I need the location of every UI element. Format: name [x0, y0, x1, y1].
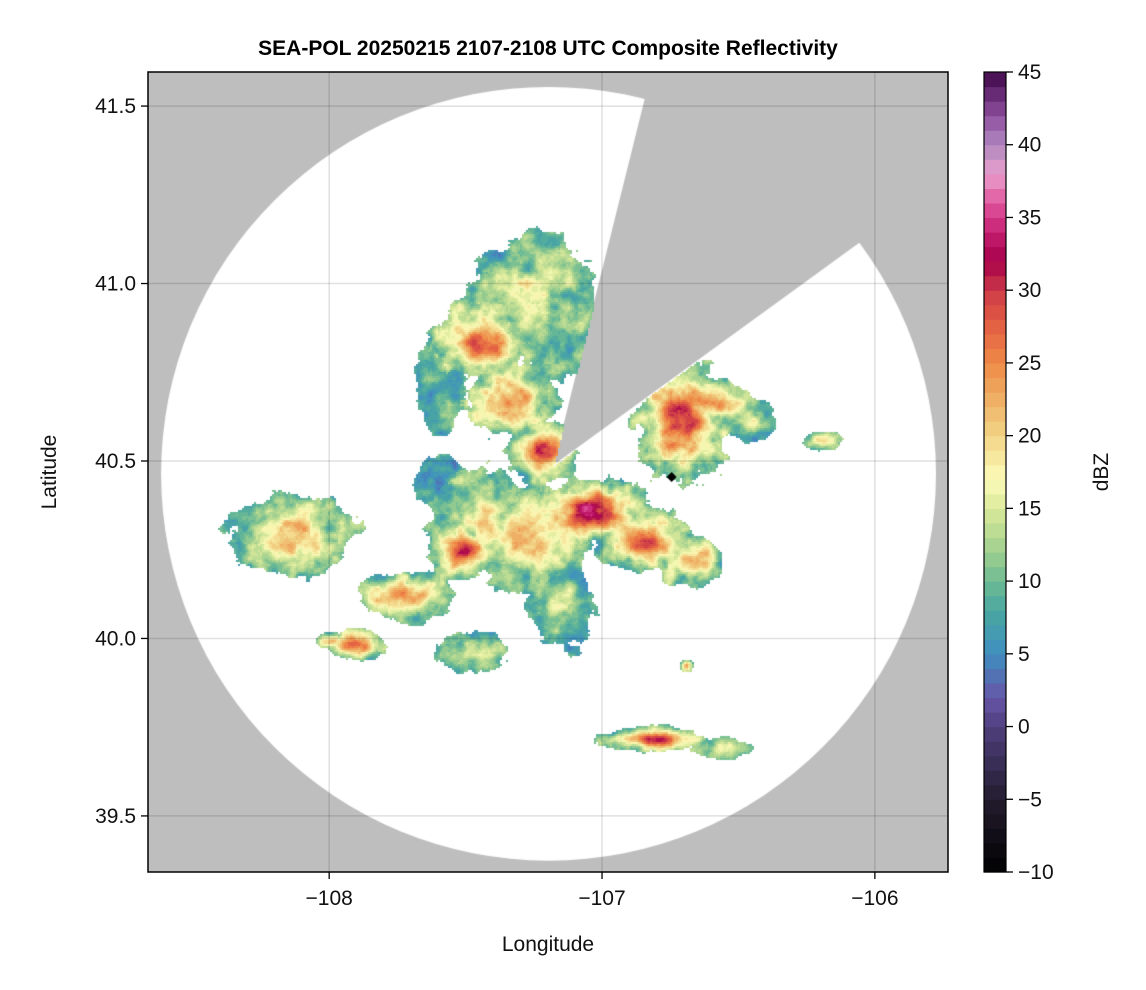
colorbar-bin	[984, 101, 1006, 117]
colorbar-bin	[984, 72, 1006, 88]
chart-title: SEA-POL 20250215 2107-2108 UTC Composite…	[258, 37, 838, 60]
colorbar-tick-label: −10	[1018, 861, 1054, 884]
y-tick-label: 39.5	[95, 805, 136, 828]
colorbar-bin	[984, 537, 1006, 553]
colorbar-frame	[983, 71, 1007, 873]
y-tick-label: 41.5	[95, 95, 136, 118]
colorbar-tick-label: 20	[1018, 425, 1041, 448]
colorbar-bin	[984, 86, 1006, 102]
colorbar-bin	[984, 217, 1006, 233]
colorbar-bin	[984, 392, 1006, 408]
colorbar-bin	[984, 842, 1006, 859]
colorbar-bin	[984, 784, 1006, 800]
colorbar-bin	[984, 712, 1006, 728]
colorbar-tick-label: 40	[1018, 134, 1041, 157]
y-axis-label: Latitude	[38, 435, 61, 510]
colorbar-bin	[984, 348, 1006, 364]
colorbar-bin	[984, 144, 1006, 160]
colorbar-bin	[984, 639, 1006, 655]
colorbar-bin	[984, 304, 1006, 320]
colorbar-bin	[984, 464, 1006, 480]
colorbar-tick-label: 30	[1018, 279, 1041, 302]
colorbar-bin	[984, 726, 1006, 742]
colorbar-bin	[984, 799, 1006, 815]
x-tick-label: −106	[851, 887, 898, 910]
colorbar-bin	[984, 173, 1006, 189]
x-axis-label: Longitude	[502, 933, 594, 956]
colorbar-bin	[984, 522, 1006, 539]
x-tick-label: −108	[306, 887, 353, 910]
colorbar-bin	[984, 333, 1006, 349]
colorbar-bin	[984, 421, 1006, 437]
colorbar: −10 −5 0 5 10 15 20 25 30 35 40 45	[983, 61, 1054, 884]
colorbar-bin	[984, 159, 1006, 175]
colorbar-tick-label: 10	[1018, 570, 1041, 593]
colorbar-bin	[984, 813, 1006, 829]
colorbar-bin	[984, 362, 1006, 379]
colorbar-bin	[984, 828, 1006, 844]
colorbar-bin	[984, 595, 1006, 611]
colorbar-bin	[984, 377, 1006, 393]
colorbar-bin	[984, 130, 1006, 146]
colorbar-bin	[984, 275, 1006, 291]
colorbar-tick-label: 45	[1018, 61, 1041, 84]
colorbar-bin	[984, 202, 1006, 219]
colorbar-bin	[984, 246, 1006, 262]
plot-frame	[147, 71, 949, 873]
colorbar-bin	[984, 581, 1006, 597]
colorbar-bin	[984, 610, 1006, 626]
colorbar-bin	[984, 697, 1006, 713]
colorbar-bin	[984, 261, 1006, 277]
colorbar-bin	[984, 668, 1006, 684]
colorbar-tick-label: 35	[1018, 206, 1041, 229]
colorbar-bin	[984, 188, 1006, 204]
colorbar-bin	[984, 115, 1006, 131]
colorbar-bin	[984, 290, 1006, 306]
colorbar-bin	[984, 435, 1006, 451]
x-tick-label: −107	[578, 887, 625, 910]
colorbar-bin	[984, 479, 1006, 495]
colorbar-bin	[984, 755, 1006, 771]
colorbar-bin	[984, 493, 1006, 509]
colorbar-bin	[984, 232, 1006, 248]
colorbar-tick-label: 5	[1018, 643, 1030, 666]
colorbar-tick-label: 0	[1018, 716, 1030, 739]
colorbar-bin	[984, 682, 1006, 699]
y-tick-label: 41.0	[95, 273, 136, 296]
colorbar-bin	[984, 566, 1006, 582]
colorbar-tick-label: −5	[1018, 788, 1042, 811]
colorbar-bin	[984, 857, 1006, 873]
colorbar-bin	[984, 319, 1006, 335]
x-axis: −108 −107 −106	[306, 872, 899, 910]
colorbar-bin	[984, 741, 1006, 757]
colorbar-bin	[984, 406, 1006, 422]
colorbar-bin	[984, 653, 1006, 669]
colorbar-bin	[984, 552, 1006, 568]
y-axis: 39.5 40.0 40.5 41.0 41.5	[95, 95, 148, 828]
colorbar-bin	[984, 624, 1006, 640]
colorbar-tick-label: 25	[1018, 352, 1041, 375]
colorbar-bin	[984, 450, 1006, 466]
grid	[148, 72, 948, 872]
colorbar-bin	[984, 770, 1006, 786]
colorbar-tick-label: 15	[1018, 497, 1041, 520]
colorbar-bin	[984, 508, 1006, 524]
y-tick-label: 40.5	[95, 450, 136, 473]
colorbar-label: dBZ	[1090, 453, 1113, 492]
y-tick-label: 40.0	[95, 627, 136, 650]
reflectivity-field	[148, 72, 948, 872]
